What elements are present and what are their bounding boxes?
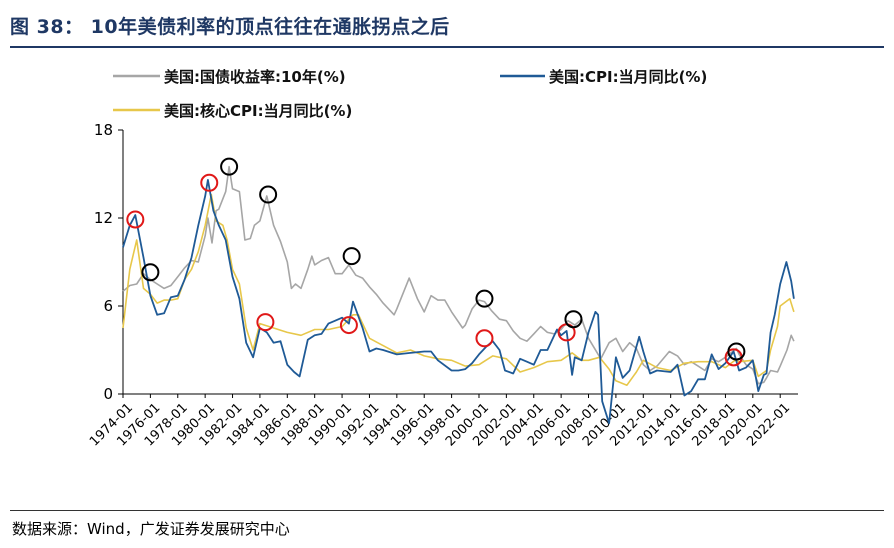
inflation-turning-marker xyxy=(126,210,145,229)
inflation-turning-marker xyxy=(256,313,275,332)
footer-rule xyxy=(10,510,884,511)
title-bar xyxy=(10,6,884,48)
inflation-turning-marker xyxy=(475,329,494,348)
x-axis: 1974-011976-011978-011980-011982-011984-… xyxy=(87,393,798,449)
y-tick-label: 18 xyxy=(94,121,113,139)
inflation-turning-marker xyxy=(339,316,358,335)
plot-lines xyxy=(122,165,795,425)
line-10y-yield xyxy=(122,165,795,385)
legend-label-core-cpi: 美国:核心CPI:当月同比(%) xyxy=(164,102,352,120)
legend-label-10y: 美国:国债收益率:10年(%) xyxy=(164,68,346,86)
legend: 美国:国债收益率:10年(%) 美国:CPI:当月同比(%) 美国:核心CPI:… xyxy=(113,68,707,120)
line-cpi-yoy xyxy=(122,179,795,425)
y-tick-label: 0 xyxy=(103,385,113,403)
source-note: 数据来源：Wind，广发证券发展研究中心 xyxy=(12,520,290,538)
line-core-cpi-yoy xyxy=(122,193,795,386)
y-tick-label: 12 xyxy=(94,209,113,227)
annotations xyxy=(126,157,746,367)
peak-yield-marker xyxy=(259,185,278,204)
peak-yield-marker xyxy=(342,247,361,266)
legend-label-cpi: 美国:CPI:当月同比(%) xyxy=(549,68,707,86)
peak-yield-marker xyxy=(220,157,239,176)
peak-yield-marker xyxy=(727,342,746,361)
y-tick-label: 6 xyxy=(103,297,113,315)
peak-yield-marker xyxy=(141,263,160,282)
peak-yield-marker xyxy=(475,289,494,308)
peak-yield-marker xyxy=(564,310,583,329)
inflation-turning-marker xyxy=(200,173,219,192)
y-axis: 0 6 12 18 xyxy=(94,121,124,403)
figure-title: 图 38： 10年美债利率的顶点往往在通胀拐点之后 xyxy=(10,16,450,38)
